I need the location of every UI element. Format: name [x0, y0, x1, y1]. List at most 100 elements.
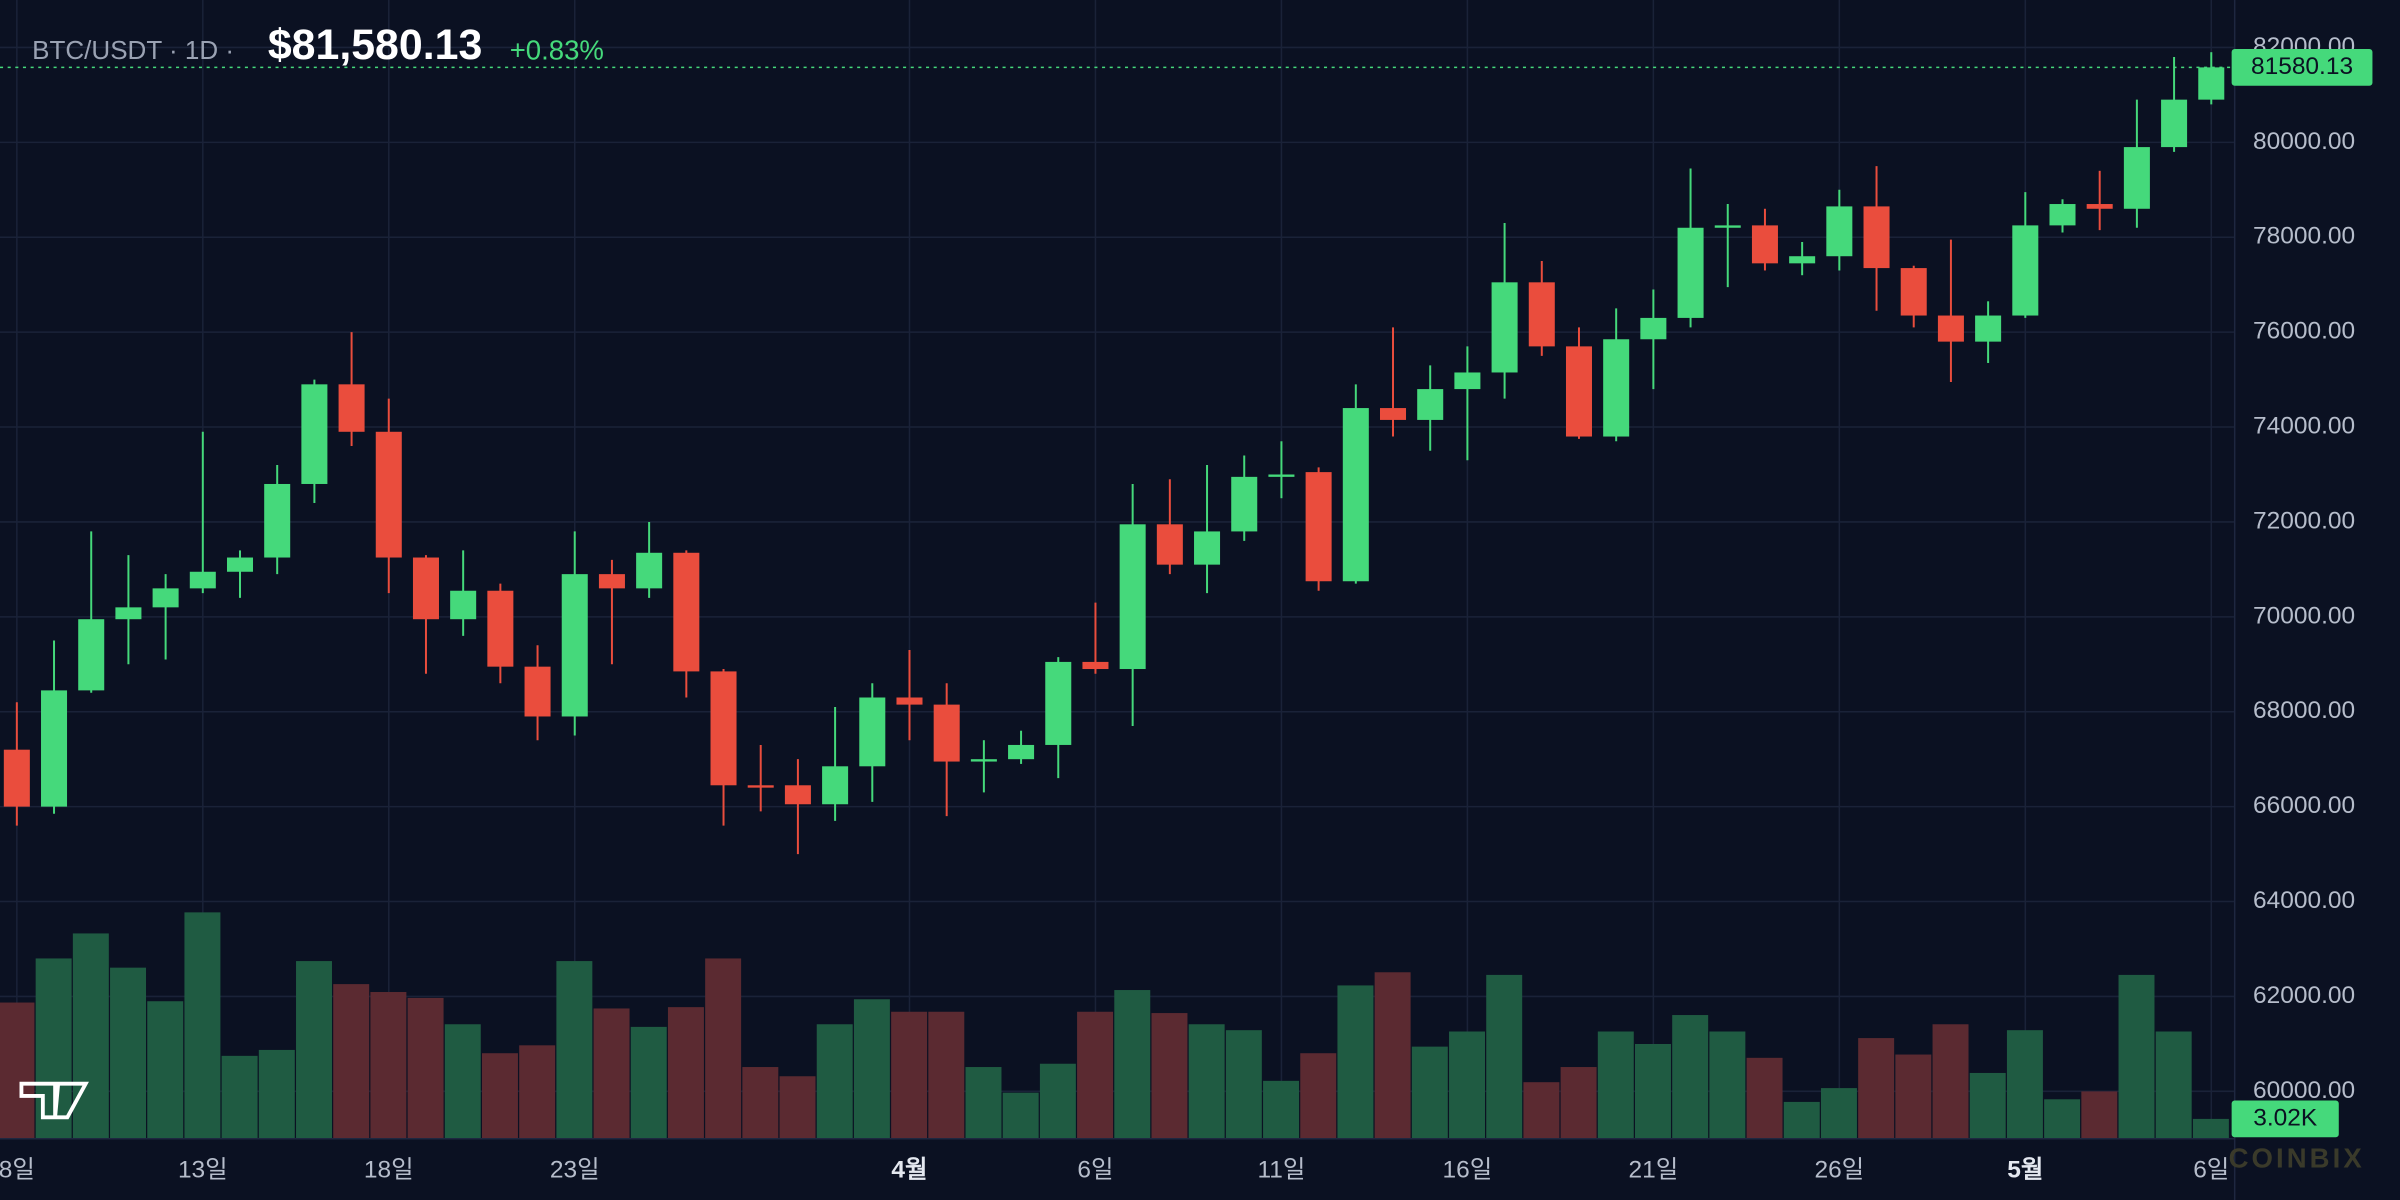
x-tick-label: 5월: [2007, 1155, 2043, 1183]
volume-bar: [816, 1024, 853, 1139]
volume-bar: [2118, 974, 2155, 1139]
volume-bar: [1188, 1024, 1225, 1139]
candle-body: [970, 759, 997, 762]
candle-body: [1380, 408, 1407, 420]
candle-body: [1528, 282, 1555, 347]
volume-bar: [1932, 1024, 1969, 1139]
volume-bar: [147, 1001, 184, 1139]
volume-bar: [1858, 1038, 1895, 1139]
candle-body: [2086, 204, 2113, 209]
volume-bar: [258, 1049, 295, 1139]
volume-bar: [481, 1053, 518, 1139]
candle-body: [1565, 346, 1592, 437]
candle-body: [226, 557, 254, 572]
candle-body: [2012, 225, 2039, 316]
candle-body: [859, 697, 886, 767]
volume-bar: [1225, 1030, 1262, 1139]
volume-bar: [1560, 1067, 1597, 1139]
volume-bar: [1077, 1011, 1114, 1139]
x-tick-label: 6일: [2193, 1156, 2229, 1183]
last-price-tag: [2231, 49, 2373, 86]
overlay: 60000.00 62000.00 64000.00 66000.00 68000.00…: [0, 33, 2373, 1183]
candle-body: [1826, 206, 1853, 257]
candle-body: [152, 588, 179, 608]
candle-body: [524, 666, 551, 717]
y-tick-label: 72000.00: [2253, 507, 2355, 534]
candle-body: [2198, 67, 2225, 100]
candles: [3, 52, 2225, 855]
volume-bar: [1337, 985, 1374, 1139]
candle-body: [1975, 315, 2002, 342]
candle-body: [1194, 531, 1221, 565]
candle-body: [1156, 524, 1183, 565]
volume-bar: [2044, 1099, 2081, 1139]
candle-body: [822, 766, 849, 805]
x-tick-label: 16일: [1443, 1156, 1493, 1183]
volume-bar: [891, 1011, 928, 1139]
volume-bar: [667, 1007, 704, 1139]
candle-body: [375, 431, 402, 558]
symbol: BTC/USDT · 1D ·: [32, 35, 234, 65]
volume-bar: [72, 933, 109, 1139]
candle-body: [2049, 204, 2076, 226]
volume-bar: [1820, 1088, 1857, 1139]
volume-bar: [221, 1055, 258, 1139]
volume-bar: [965, 1067, 1002, 1139]
y-tick-label: 66000.00: [2253, 792, 2355, 819]
candle-body: [450, 590, 477, 620]
x-tick-label: 21일: [1629, 1156, 1679, 1183]
volume-bar: [407, 997, 444, 1139]
candle-body: [1342, 408, 1369, 582]
candle-body: [673, 552, 700, 672]
candle-body: [1751, 225, 1778, 264]
volume-bar: [1597, 1031, 1634, 1139]
volume-bar: [2006, 1030, 2043, 1139]
volume-bar: [110, 967, 147, 1139]
candle-body: [301, 384, 328, 484]
volume-bar: [853, 999, 890, 1139]
candle-body: [189, 571, 216, 589]
tv-logo: [19, 1081, 89, 1120]
volume-bar: [2192, 1118, 2229, 1139]
x-tick-label: 11일: [1257, 1156, 1305, 1183]
candle-body: [2123, 147, 2150, 209]
candle-body: [115, 607, 142, 620]
volume-bar: [1151, 1013, 1188, 1139]
watermark: COINBIX: [2229, 1142, 2365, 1173]
volume-bar: [2155, 1031, 2192, 1139]
candle-body: [1677, 227, 1704, 318]
volume-bar: [1411, 1046, 1448, 1139]
volume-bar: [742, 1067, 779, 1139]
volume-bar: [444, 1024, 481, 1139]
y-tick-label: 76000.00: [2253, 318, 2355, 345]
x-tick-label: 23일: [550, 1156, 600, 1183]
candle-body: [1714, 225, 1741, 228]
candle-body: [1937, 315, 1964, 342]
candle-body: [1231, 476, 1258, 532]
x-tick-label: 26일: [1814, 1156, 1864, 1183]
last-volume-label: 3.02K: [2253, 1104, 2318, 1131]
y-tick-label: 78000.00: [2253, 223, 2355, 250]
candle-body: [1491, 282, 1518, 373]
volume-bar: [1300, 1053, 1337, 1139]
volume-bar: [630, 1026, 667, 1139]
volume-bar: [705, 958, 742, 1139]
volume-bar: [1002, 1092, 1039, 1139]
candle-body: [1900, 268, 1927, 316]
volume-pane: [0, 912, 2229, 1139]
candle-body: [747, 785, 774, 788]
volume-bar: [779, 1076, 816, 1139]
volume-bar: [1783, 1101, 1820, 1139]
volume-bar: [1672, 1015, 1709, 1139]
y-tick-label: 70000.00: [2253, 602, 2355, 629]
price: $81,580.13: [268, 21, 482, 69]
volume-bar: [519, 1045, 556, 1139]
change: +0.83%: [510, 34, 604, 65]
candle-body: [41, 690, 68, 807]
x-tick-label: 6일: [1077, 1156, 1113, 1183]
candle-body: [3, 749, 30, 807]
volume-bar: [928, 1011, 965, 1139]
volume-bar: [296, 961, 332, 1139]
